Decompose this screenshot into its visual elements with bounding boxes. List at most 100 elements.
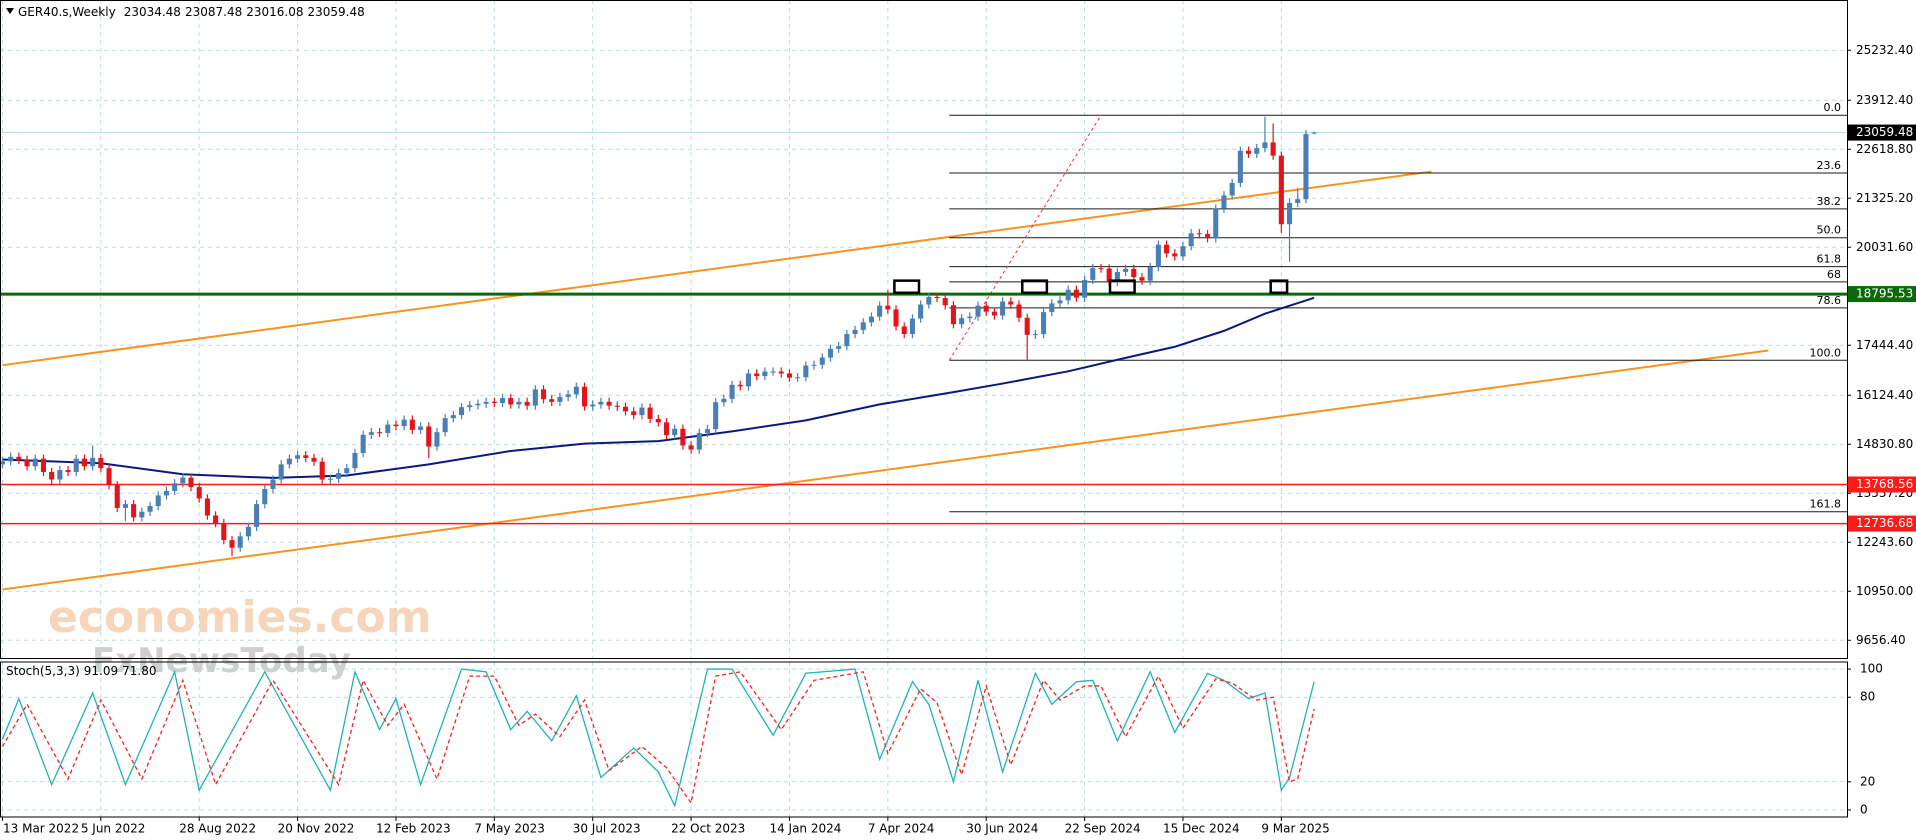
candle-body [360,434,366,453]
candle-body [1246,150,1252,154]
candle-body [868,316,874,323]
candle-body [918,304,924,319]
candle-body [245,526,251,537]
candle-body [327,478,333,480]
stoch-d-readout: 71.80 [122,664,156,678]
candle-body [8,456,14,462]
candle-body [1270,142,1276,156]
y-tick-label: 16124.40 [1856,388,1913,402]
watermark-source: FxNewsToday [92,641,351,681]
fib-label: 78.6 [1817,294,1842,307]
candle-body [1000,301,1006,316]
price-tag-label: 18795.53 [1856,287,1913,301]
candle-body [934,296,940,299]
fib-label: 100.0 [1810,346,1842,359]
candle-body [409,419,415,430]
candle-body [1098,268,1104,270]
marker-box [1108,279,1136,295]
y-tick-label: 17444.40 [1856,338,1913,352]
candle-body [950,305,956,325]
candle-body [614,405,620,407]
candle-body [213,515,219,524]
candle-body [114,485,120,508]
candle-body [540,389,547,400]
candle-body [122,504,128,508]
candle-body [1188,233,1194,247]
candle-body [196,487,202,499]
trendline [2,170,1432,367]
candle-body [729,384,735,399]
candle-body [172,483,178,491]
candle-body [942,298,948,306]
candle-body [1295,199,1301,203]
main-pane: 0.0 23.6 38.2 50.0 61.8 68 78.6 100.0 161.8 [0,0,1847,658]
candle-body [983,305,989,312]
collapse-icon[interactable] [6,8,14,14]
candle-body [139,511,145,518]
candle-body [1311,132,1317,134]
candle-body [655,418,661,423]
candle-body [1024,317,1030,335]
watermark-brand: economies.com [48,592,432,643]
fib-label: 161.8 [1810,498,1842,511]
x-tick-label: 9 Mar 2025 [1261,822,1329,836]
candle-body [598,401,604,405]
candle-body [557,396,563,402]
candle-body [467,405,473,408]
candle-body [163,490,169,496]
candle-body [704,429,711,433]
candle-body [352,452,358,469]
moving-average [2,296,1315,479]
candle-body [827,348,833,358]
candle-body [491,401,497,403]
stoch-tick-label: 80 [1860,690,1875,704]
candle-body [204,498,210,516]
candle-body [295,455,301,459]
candle-body [713,402,719,430]
marker-box [1021,279,1049,295]
candle-body [754,373,760,377]
candle-body [1286,202,1293,225]
fib-label: 23.6 [1817,159,1842,172]
candle-body [155,495,161,507]
symbol: GER40.s,Weekly [18,5,116,19]
x-tick-label: 14 Jan 2024 [769,822,841,836]
candle-body [57,470,63,480]
x-tick-label: 28 Aug 2022 [179,822,256,836]
candle-body [98,457,104,469]
candle-body [434,432,440,447]
candle-body [909,318,915,335]
y-tick-label: 21325.20 [1856,191,1913,205]
candle-body [795,377,801,379]
stoch-line [1,668,1315,808]
candle-body [1032,334,1038,336]
candle-body [32,458,38,467]
x-tick-label: 13 Mar 2022 [3,822,79,836]
price-tag-label: 12736.68 [1856,516,1913,530]
candle-body [967,316,973,319]
candle-body [254,504,260,527]
x-tick-label: 7 May 2023 [474,822,545,836]
y-tick-label: 20031.60 [1856,240,1913,254]
candle-body [803,365,809,378]
fib-trend [948,114,1102,361]
candle-body [532,389,538,406]
candle-body [311,457,317,462]
y-tick-label: 22618.80 [1856,142,1913,156]
candle-body [1090,268,1096,280]
candle-body [786,373,793,378]
candle-body [90,457,96,467]
candle-body [262,488,268,505]
x-tick-label: 7 Apr 2024 [868,822,935,836]
candle-body [401,419,407,427]
x-tick-label: 12 Feb 2023 [376,822,451,836]
y-tick-label: 10950.00 [1856,584,1913,598]
candle-body [1049,303,1055,313]
price-tag [1848,476,1916,493]
stoch-tick-label: 20 [1860,774,1875,788]
candle-body [377,432,383,434]
candle-body [1172,253,1178,257]
candle-body [959,318,965,325]
x-tick-label: 5 Jun 2022 [81,822,146,836]
